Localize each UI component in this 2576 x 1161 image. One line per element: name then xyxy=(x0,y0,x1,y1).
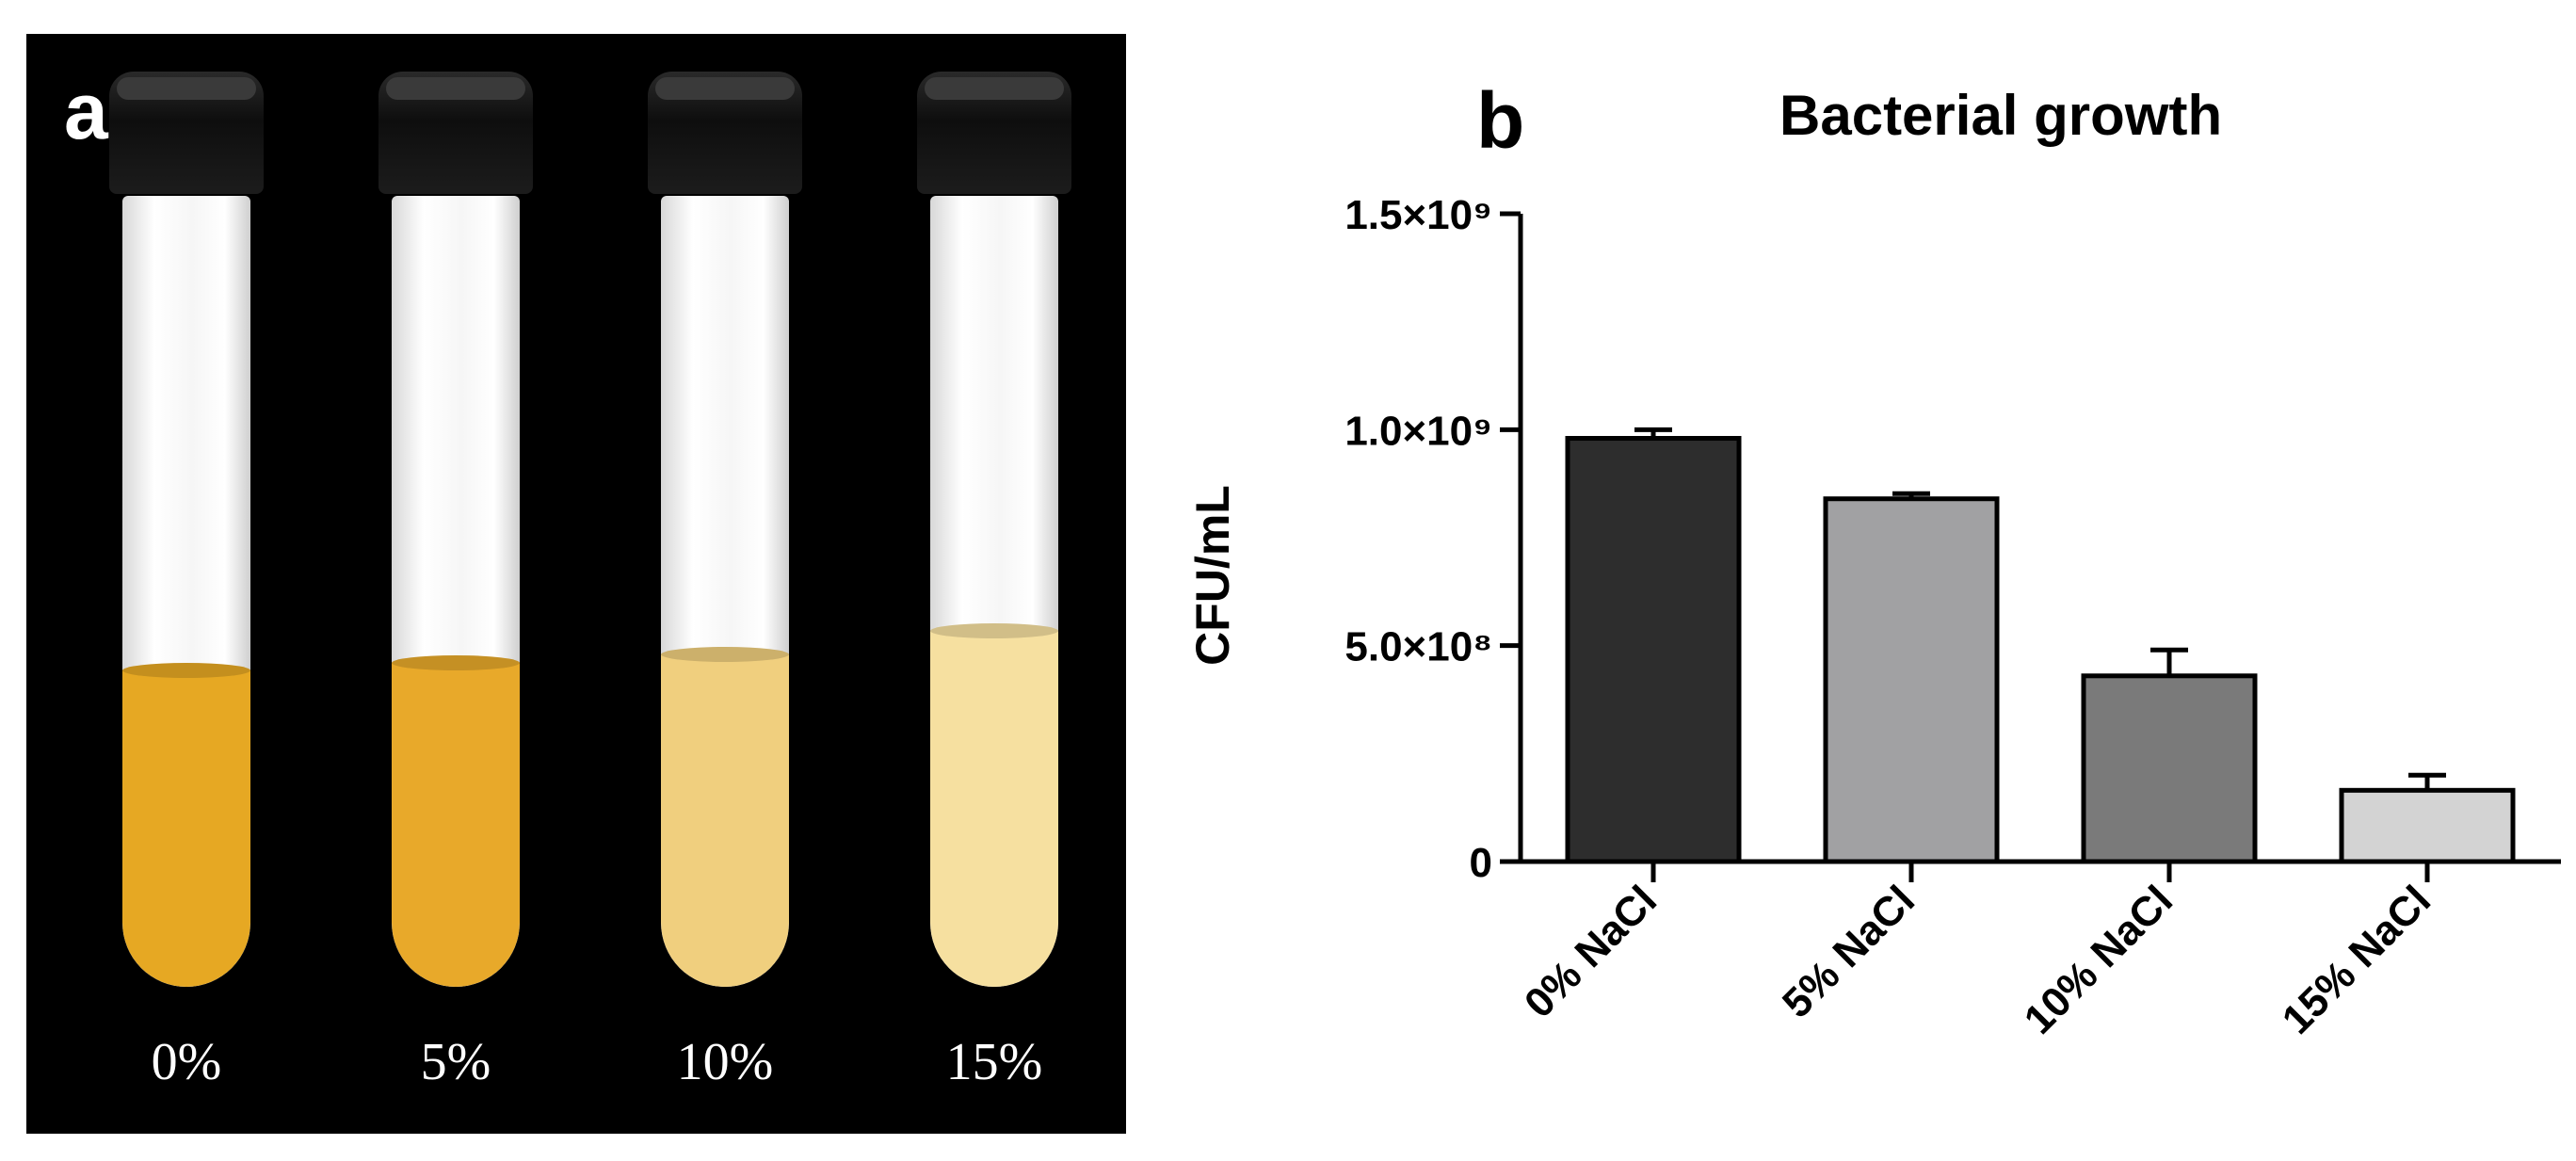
bar-chart: 0 5.0×10⁸ 1.0×10⁹ 1.5×10⁹ CFU/mL 0% NaCl 5% Na… xyxy=(1186,192,2561,1043)
test-tube xyxy=(917,72,1071,1041)
tube-glass xyxy=(930,196,1058,987)
y-tick-label: 5.0×10⁸ xyxy=(1344,624,1492,670)
x-tick-label: 0% NaCl xyxy=(1516,877,1666,1026)
tube-label: 10% xyxy=(676,1033,774,1091)
bar xyxy=(1565,436,1742,864)
tube-cap xyxy=(378,72,533,194)
y-tick-label: 1.0×10⁹ xyxy=(1344,408,1492,454)
x-tick-label: 5% NaCl xyxy=(1774,877,1924,1026)
tube-liquid xyxy=(122,670,250,987)
tube-label: 0% xyxy=(151,1033,222,1091)
x-tick-label: 15% NaCl xyxy=(2274,877,2439,1042)
tube-label: 15% xyxy=(945,1033,1043,1091)
photo-panel: a 0% 5% 10% 15% xyxy=(26,34,1126,1134)
tube-label: 5% xyxy=(420,1033,491,1091)
tube-liquid xyxy=(392,663,520,987)
y-tick-label: 1.5×10⁹ xyxy=(1344,192,1492,238)
test-tube xyxy=(109,72,264,1041)
bar xyxy=(2339,787,2516,864)
tube-glass xyxy=(122,196,250,987)
tube-meniscus xyxy=(661,647,789,662)
tube-cap xyxy=(917,72,1071,194)
test-tube xyxy=(378,72,533,1041)
y-tick-label: 0 xyxy=(1470,840,1492,886)
tube-cap xyxy=(109,72,264,194)
tube-meniscus xyxy=(122,663,250,678)
x-tick-label: 10% NaCl xyxy=(2016,877,2182,1042)
panel-b-label: b xyxy=(1476,76,1525,165)
tube-meniscus xyxy=(930,623,1058,638)
tube-liquid xyxy=(930,631,1058,987)
bar xyxy=(1823,496,2000,864)
panel-a-label: a xyxy=(64,67,108,155)
y-axis-label: CFU/mL xyxy=(1186,485,1239,666)
tube-glass xyxy=(661,196,789,987)
tube-liquid xyxy=(661,654,789,987)
test-tube xyxy=(648,72,802,1041)
chart-title: Bacterial growth xyxy=(1779,84,2223,147)
tube-cap xyxy=(648,72,802,194)
tube-glass xyxy=(392,196,520,987)
tube-meniscus xyxy=(392,655,520,670)
bar xyxy=(2081,673,2258,864)
